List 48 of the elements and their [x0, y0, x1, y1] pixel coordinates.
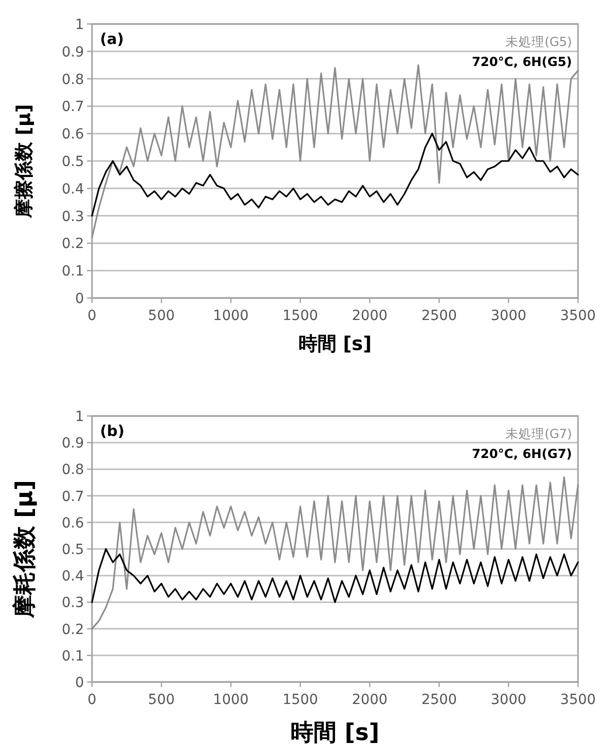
y-tick-label: 0.3	[62, 595, 84, 612]
y-tick-label: 0.2	[62, 236, 84, 252]
y-tick-label: 0.3	[62, 208, 84, 225]
x-tick-label: 3000	[490, 692, 526, 708]
y-tick-label: 0.5	[62, 154, 84, 170]
y-tick-label: 1	[75, 17, 84, 33]
y-tick-label: 0.8	[62, 72, 84, 88]
x-tick-label: 2000	[352, 308, 388, 324]
y-tick-label: 0.4	[62, 181, 84, 198]
series-label: 未処理(G5)	[506, 34, 572, 49]
y-tick-label: 0	[75, 291, 84, 307]
y-tick-label: 0.7	[62, 488, 84, 505]
y-axis-title: 摩耗係数 [μ]	[11, 480, 38, 619]
y-axis-title: 摩擦係数 [μ]	[13, 104, 35, 219]
x-tick-label: 500	[148, 692, 175, 708]
y-tick-label: 0.4	[62, 568, 84, 585]
y-tick-label: 0.6	[62, 126, 84, 143]
y-tick-label: 0.1	[62, 264, 84, 280]
y-tick-label: 0.1	[62, 648, 84, 664]
x-tick-label: 1500	[282, 308, 318, 324]
x-tick-label: 0	[88, 308, 96, 324]
y-tick-label: 0.2	[62, 622, 84, 638]
y-tick-label: 0.9	[62, 44, 84, 60]
text: 未処理(G7)	[506, 426, 572, 441]
x-tick-label: 3500	[560, 308, 596, 324]
x-tick-label: 2500	[421, 308, 457, 324]
x-tick-label: 1500	[282, 692, 318, 708]
chart-title: (b)	[100, 422, 124, 440]
x-tick-label: 2000	[352, 692, 388, 708]
x-tick-label: 1000	[213, 308, 249, 324]
y-tick-label: 0.9	[62, 436, 84, 452]
text: 720°C, 6H(G7)	[472, 446, 572, 461]
x-tick-label: 3000	[490, 308, 526, 324]
x-tick-label: 2500	[421, 692, 457, 708]
x-axis-title: 時間 [s]	[298, 333, 372, 355]
x-tick-label: 1000	[213, 692, 249, 708]
x-tick-label: 0	[88, 692, 96, 708]
y-tick-label: 0	[75, 675, 84, 691]
y-tick-label: 0.5	[62, 542, 84, 558]
text: 720°C, 6H(G5)	[472, 54, 572, 69]
y-tick-label: 0.8	[62, 462, 84, 478]
x-tick-label: 3500	[560, 692, 596, 708]
x-tick-label: 500	[148, 308, 175, 324]
chart-title: (a)	[100, 30, 124, 48]
y-tick-label: 0.7	[62, 99, 84, 116]
x-axis-title: 時間 [s]	[290, 720, 380, 746]
y-tick-label: 1	[75, 409, 84, 425]
y-tick-label: 0.6	[62, 515, 84, 532]
